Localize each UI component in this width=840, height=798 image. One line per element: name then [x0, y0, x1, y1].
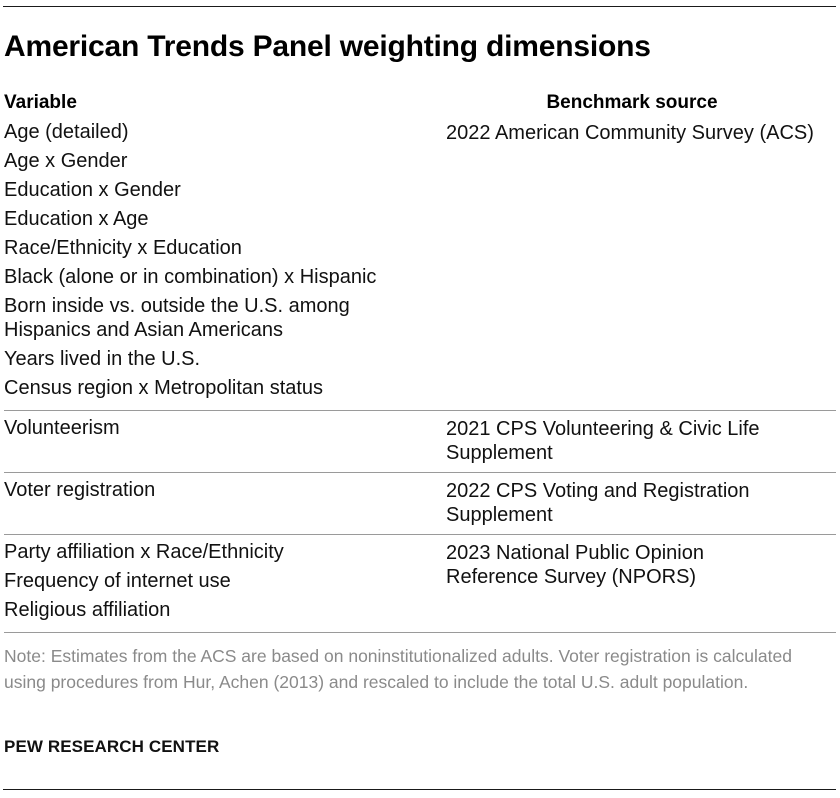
table-row-group-acs: Age (detailed) Age x Gender Education x … [4, 116, 836, 410]
variable-list: Party affiliation x Race/Ethnicity Frequ… [4, 538, 446, 625]
page-title: American Trends Panel weighting dimensio… [4, 30, 651, 63]
variable-item: Born inside vs. outside the U.S. among H… [4, 295, 350, 341]
variable-item: Age (detailed) [4, 121, 129, 143]
benchmark-source-text: 2022 American Community Survey (ACS) [446, 122, 814, 144]
table-header: Variable Benchmark source [4, 88, 836, 116]
benchmark-source-text: 2023 National Public Opinion Reference S… [446, 542, 704, 588]
variable-list: Age (detailed) Age x Gender Education x … [4, 118, 446, 403]
benchmark-cell: 2023 National Public Opinion Reference S… [446, 538, 836, 625]
weighting-table: Variable Benchmark source Age (detailed)… [4, 88, 836, 633]
table-row-group-npors: Party affiliation x Race/Ethnicity Frequ… [4, 534, 836, 633]
variable-item: Age x Gender [4, 150, 128, 172]
variable-list: Volunteerism [4, 414, 446, 465]
footnote: Note: Estimates from the ACS are based o… [4, 646, 792, 692]
header-benchmark-source: Benchmark source [546, 92, 718, 113]
table-row-group-volunteerism: Volunteerism 2021 CPS Volunteering & Civ… [4, 410, 836, 472]
benchmark-source-text: 2022 CPS Voting and Registration Supplem… [446, 480, 750, 526]
variable-item: Volunteerism [4, 417, 120, 439]
source-credit: PEW RESEARCH CENTER [4, 737, 220, 756]
top-rule [3, 6, 836, 7]
bottom-rule [3, 789, 836, 790]
variable-item: Race/Ethnicity x Education [4, 237, 242, 259]
variable-item: Black (alone or in combination) x Hispan… [4, 266, 377, 288]
variable-item: Voter registration [4, 479, 156, 501]
benchmark-cell: 2021 CPS Volunteering & Civic Life Suppl… [446, 414, 836, 465]
header-variable: Variable [4, 92, 77, 113]
variable-item: Years lived in the U.S. [4, 348, 201, 370]
benchmark-cell: 2022 CPS Voting and Registration Supplem… [446, 476, 836, 527]
benchmark-source-text: 2021 CPS Volunteering & Civic Life Suppl… [446, 418, 760, 464]
variable-list: Voter registration [4, 476, 446, 527]
variable-item: Education x Age [4, 208, 149, 230]
variable-item: Religious affiliation [4, 599, 171, 621]
table-row-group-voter-registration: Voter registration 2022 CPS Voting and R… [4, 472, 836, 534]
variable-item: Party affiliation x Race/Ethnicity [4, 541, 284, 563]
variable-item: Education x Gender [4, 179, 181, 201]
benchmark-cell: 2022 American Community Survey (ACS) [446, 118, 836, 403]
variable-item: Census region x Metropolitan status [4, 377, 324, 399]
variable-item: Frequency of internet use [4, 570, 231, 592]
